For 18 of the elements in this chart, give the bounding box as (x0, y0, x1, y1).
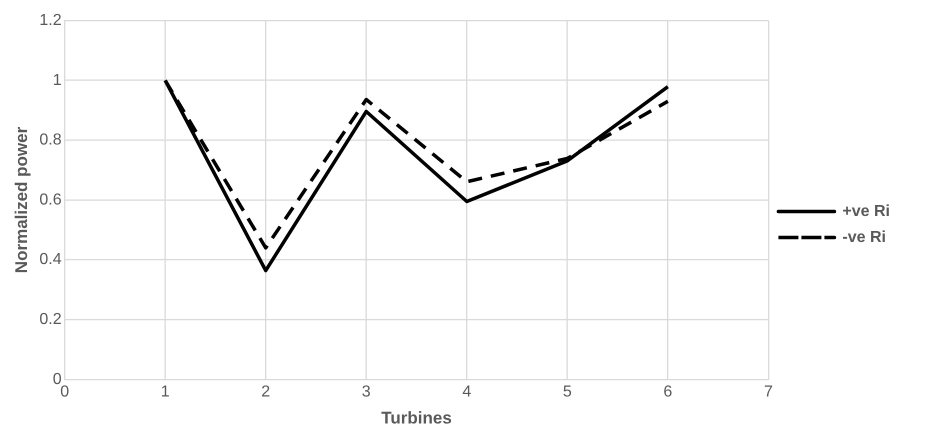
x-tick-label: 4 (462, 383, 472, 400)
y-axis-title: Normalized power (12, 126, 31, 274)
y-tick-label: 0.2 (39, 311, 62, 328)
legend-label: +ve Ri (842, 202, 890, 220)
x-tick-label: 5 (562, 383, 572, 400)
x-tick-label: 6 (663, 383, 672, 400)
y-tick-label: 1.2 (39, 12, 62, 30)
x-axis-title: Turbines (381, 408, 452, 428)
x-tick-label: 2 (261, 383, 270, 400)
x-tick-label: 7 (764, 383, 773, 400)
x-tick-label: 1 (160, 383, 170, 400)
y-tick-label: 0 (52, 370, 62, 388)
legend-label: -ve Ri (842, 228, 886, 246)
y-tick-label: 0.4 (39, 251, 62, 268)
y-tick-label: 1 (52, 72, 62, 89)
y-tick-label: 0.6 (39, 191, 62, 208)
x-tick-label: 3 (362, 383, 371, 400)
y-tick-label: 0.8 (39, 132, 62, 149)
